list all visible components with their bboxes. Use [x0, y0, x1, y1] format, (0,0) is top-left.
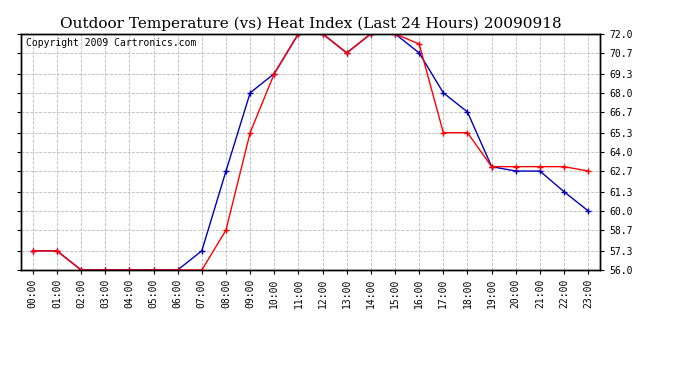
Text: Copyright 2009 Cartronics.com: Copyright 2009 Cartronics.com [26, 39, 197, 48]
Title: Outdoor Temperature (vs) Heat Index (Last 24 Hours) 20090918: Outdoor Temperature (vs) Heat Index (Las… [60, 17, 561, 31]
